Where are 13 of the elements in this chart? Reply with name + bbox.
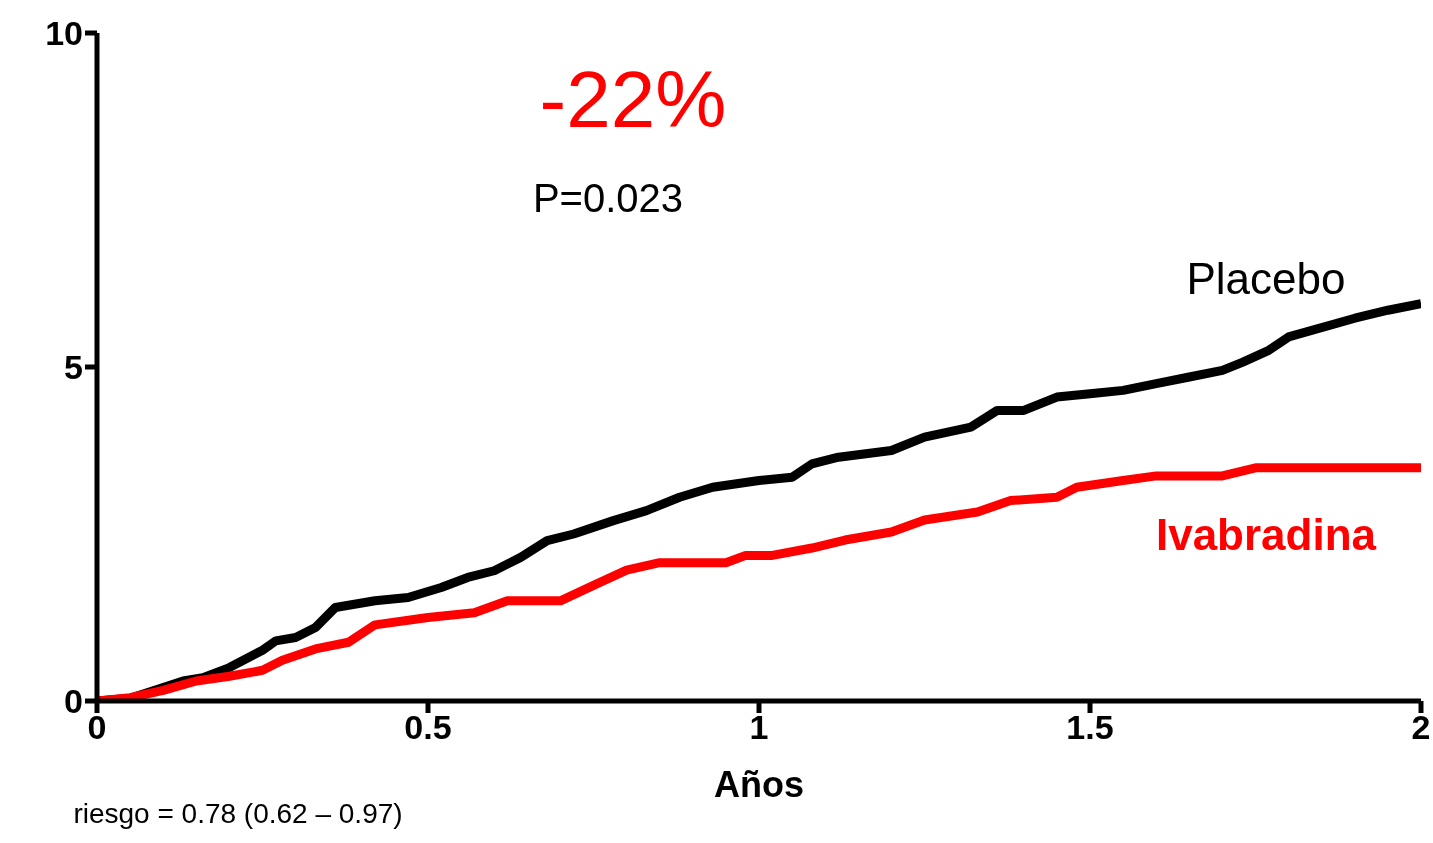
y-tick-label: 0 [64, 682, 83, 721]
x-tick-label: 0.5 [404, 708, 452, 747]
y-tick-label: 10 [45, 14, 83, 53]
y-tick-label: 5 [64, 348, 83, 387]
x-tick-label: 1 [749, 708, 769, 747]
x-axis-title: Años [714, 763, 804, 805]
annotation: -22% [539, 55, 727, 144]
text: riesgo = 0.78 (0.62 – 0.97) [73, 798, 403, 829]
x-tick-label: 2 [1411, 708, 1431, 747]
x-tick-label: 1.5 [1066, 708, 1114, 747]
series-label: Placebo [1186, 253, 1346, 303]
annotation: P=0.023 [532, 176, 684, 220]
series-label: Ivabradina [1155, 509, 1377, 559]
